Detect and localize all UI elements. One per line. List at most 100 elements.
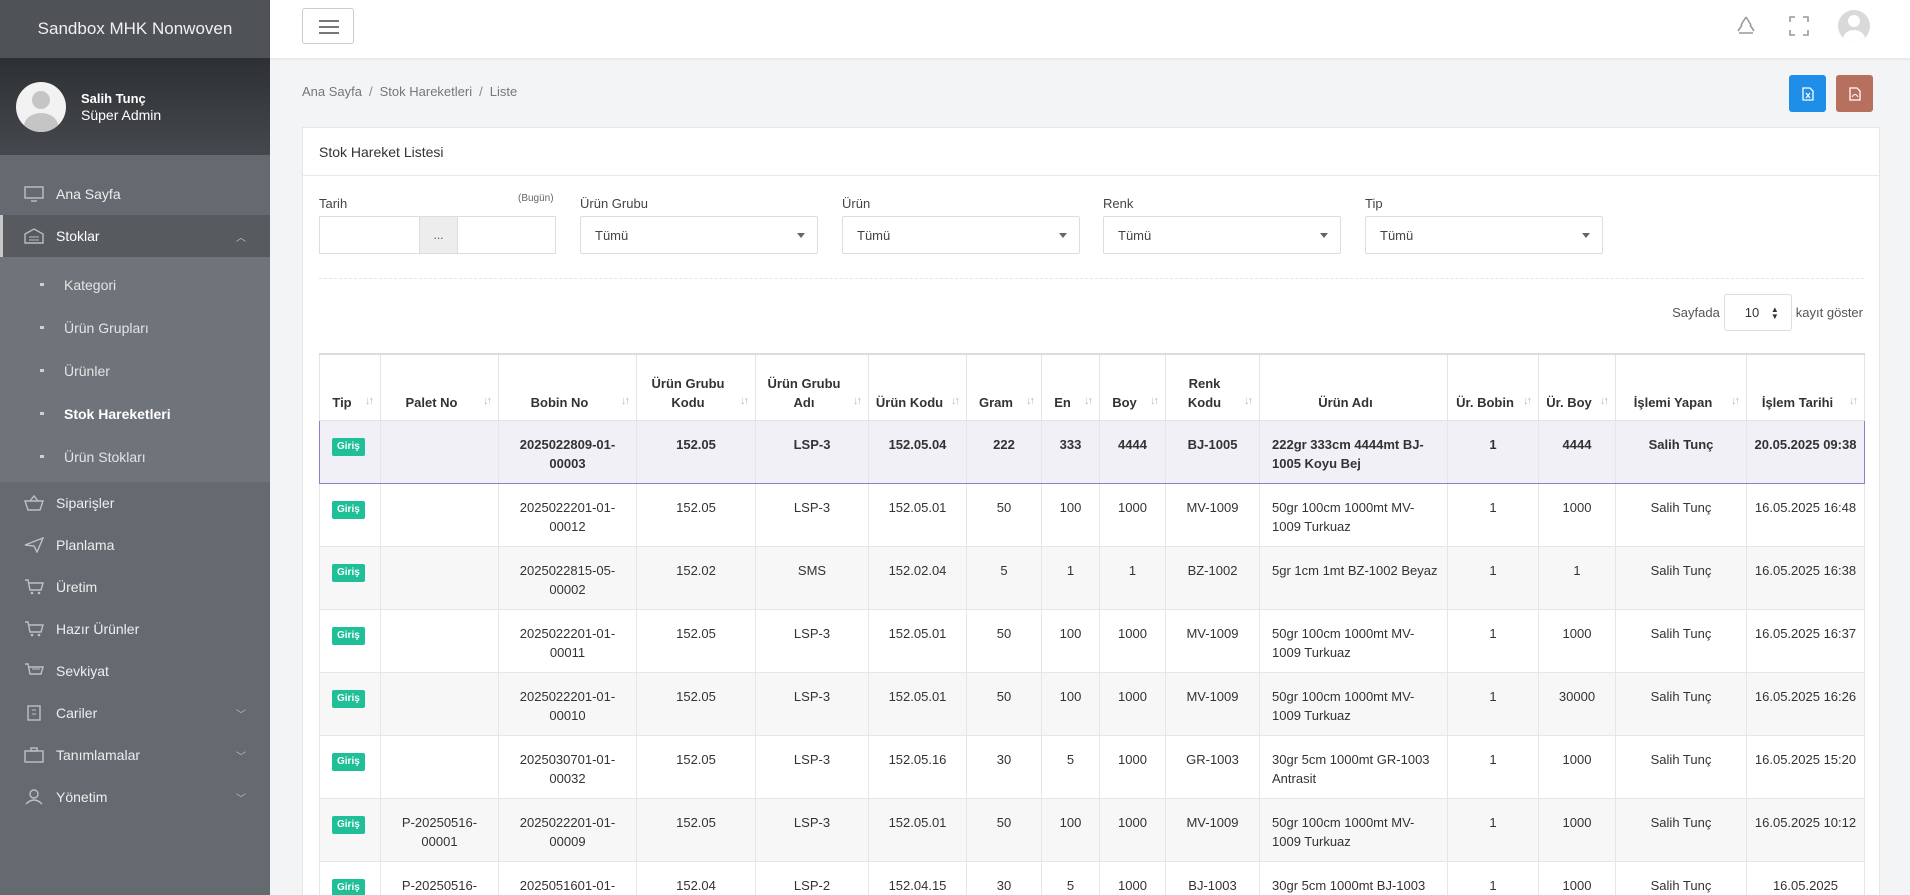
- sidebar-item-stoklar[interactable]: Stoklar ︿: [0, 215, 270, 257]
- column-header-label: Ür. Boy: [1546, 394, 1592, 410]
- app-brand[interactable]: Sandbox MHK Nonwoven: [0, 0, 270, 58]
- sort-icon[interactable]: ↓↑: [1849, 394, 1858, 407]
- table-row[interactable]: Giriş P-20250516- 2025051601-01- 152.04 LSP-…: [319, 860, 1865, 895]
- column-header[interactable]: Tip ↓↑: [319, 353, 381, 421]
- table-row[interactable]: Giriş P-20250516-00001 2025022201-01-00009…: [319, 797, 1865, 862]
- table-cell: 1000: [1538, 482, 1616, 547]
- sidebar-item-siparisler[interactable]: Siparişler: [0, 482, 270, 524]
- urun-select[interactable]: Tümü: [842, 216, 1080, 254]
- user-name: Salih Tunç: [81, 90, 146, 106]
- stoklar-submenu: Kategori Ürün Grupları Ürünler Stok Hare…: [0, 257, 270, 482]
- column-header[interactable]: Ür. Boy ↓↑: [1538, 353, 1616, 421]
- urun-grubu-select[interactable]: Tümü: [580, 216, 818, 254]
- table-cell: 152.05: [636, 419, 756, 484]
- table-cell: 1: [1041, 545, 1100, 610]
- urun-grubu-value: Tümü: [595, 227, 629, 243]
- table-cell: 2025022201-01-00010: [498, 671, 637, 736]
- sort-icon[interactable]: ↓↑: [483, 394, 492, 407]
- sort-icon[interactable]: ↓↑: [951, 394, 960, 407]
- sort-icon[interactable]: ↓↑: [1026, 394, 1035, 407]
- table-row[interactable]: Giriş 2025022201-01-00011 152.05 LSP-3 152.0…: [319, 608, 1865, 673]
- table-row[interactable]: Giriş 2025022201-01-00010 152.05 LSP-3 152.0…: [319, 671, 1865, 736]
- column-header[interactable]: En ↓↑: [1041, 353, 1100, 421]
- export-pdf-button[interactable]: [1836, 75, 1873, 112]
- menu-toggle-button[interactable]: [302, 8, 354, 44]
- sort-icon[interactable]: ↓↑: [1150, 394, 1159, 407]
- sidebar-subitem-urun-gruplari[interactable]: Ürün Grupları: [0, 306, 270, 349]
- column-header[interactable]: Gram ↓↑: [966, 353, 1042, 421]
- page-length-select[interactable]: 10 ▲ ▼: [1723, 294, 1792, 331]
- table-row[interactable]: Giriş 2025022809-01-00003 152.05 LSP-3 152.0…: [319, 419, 1865, 484]
- table-row[interactable]: Giriş 2025030701-01-00032 152.05 LSP-3 152.0…: [319, 734, 1865, 799]
- table-cell: 152.05: [636, 734, 756, 799]
- table-row[interactable]: Giriş 2025022815-05-00002 152.02 SMS 152.02.…: [319, 545, 1865, 610]
- sort-icon[interactable]: ↓↑: [1600, 394, 1609, 407]
- sort-icon[interactable]: ↓↑: [1244, 394, 1253, 407]
- sidebar-subitem-stok-hareketleri[interactable]: Stok Hareketleri: [0, 392, 270, 435]
- column-header[interactable]: Ürün Grubu Adı ↓↑: [755, 353, 869, 421]
- urun-value: Tümü: [857, 227, 891, 243]
- status-badge: Giriş: [332, 689, 365, 708]
- sidebar-item-yonetim[interactable]: Yönetim ﹀: [0, 776, 270, 818]
- column-header[interactable]: Boy ↓↑: [1099, 353, 1166, 421]
- date-start-input[interactable]: [319, 216, 420, 254]
- table-cell: 50: [966, 671, 1042, 736]
- sort-icon[interactable]: ↓↑: [1523, 394, 1532, 407]
- date-today-hint[interactable]: (Bugün): [518, 193, 554, 204]
- column-header-label: İşlemi Yapan: [1633, 394, 1713, 410]
- table-row[interactable]: Giriş 2025022201-01-00012 152.05 LSP-3 152.0…: [319, 482, 1865, 547]
- table-cell: [380, 545, 499, 610]
- sidebar: Sandbox MHK Nonwoven Salih Tunç Süper Ad…: [0, 0, 270, 895]
- sidebar-item-label: Ana Sayfa: [56, 186, 121, 202]
- sort-icon[interactable]: ↓↑: [365, 394, 374, 407]
- date-end-input[interactable]: [457, 216, 556, 254]
- table-cell: P-20250516-00001: [380, 797, 499, 862]
- urun-label: Ürün: [842, 196, 871, 211]
- user-menu-avatar[interactable]: [1838, 10, 1870, 42]
- column-header[interactable]: Ür. Bobin ↓↑: [1447, 353, 1539, 421]
- table-cell: 2025022201-01-00012: [498, 482, 637, 547]
- sidebar-item-ana-sayfa[interactable]: Ana Sayfa: [0, 173, 270, 215]
- sidebar-item-uretim[interactable]: Üretim: [0, 566, 270, 608]
- column-header[interactable]: Palet No ↓↑: [380, 353, 499, 421]
- table-cell: 1: [1099, 545, 1166, 610]
- column-header[interactable]: Ürün Adı: [1259, 353, 1448, 421]
- column-header[interactable]: Ürün Kodu ↓↑: [868, 353, 967, 421]
- column-header[interactable]: Renk Kodu ↓↑: [1165, 353, 1260, 421]
- table-cell: [380, 482, 499, 547]
- renk-select[interactable]: Tümü: [1103, 216, 1341, 254]
- table-cell: [380, 419, 499, 484]
- column-header[interactable]: İşlem Tarihi ↓↑: [1746, 353, 1865, 421]
- sort-icon[interactable]: ↓↑: [740, 394, 749, 407]
- briefcase-icon: [24, 746, 44, 764]
- recycle-icon[interactable]: [1733, 13, 1759, 39]
- sidebar-item-planlama[interactable]: Planlama: [0, 524, 270, 566]
- column-header[interactable]: Bobin No ↓↑: [498, 353, 637, 421]
- tip-select[interactable]: Tümü: [1365, 216, 1603, 254]
- sidebar-item-cariler[interactable]: Cariler ﹀: [0, 692, 270, 734]
- table-cell: 5: [966, 545, 1042, 610]
- chevron-down-icon: ﹀: [236, 752, 246, 763]
- sidebar-item-sevkiyat[interactable]: Sevkiyat: [0, 650, 270, 692]
- table-cell: 50gr 100cm 1000mt MV-1009 Turkuaz: [1259, 671, 1448, 736]
- sidebar-subitem-urun-stoklari[interactable]: Ürün Stokları: [0, 435, 270, 478]
- column-header[interactable]: İşlemi Yapan ↓↑: [1615, 353, 1747, 421]
- sort-icon[interactable]: ↓↑: [1084, 394, 1093, 407]
- breadcrumb-home[interactable]: Ana Sayfa: [302, 84, 362, 99]
- table-cell: 152.05.04: [868, 419, 967, 484]
- sort-icon[interactable]: ↓↑: [621, 394, 630, 407]
- sidebar-subitem-urunler[interactable]: Ürünler: [0, 349, 270, 392]
- table-cell: 5gr 1cm 1mt BZ-1002 Beyaz: [1259, 545, 1448, 610]
- table-cell: 16.05.2025: [1746, 860, 1865, 895]
- breadcrumb-section[interactable]: Stok Hareketleri: [379, 84, 473, 99]
- table-cell: Salih Tunç: [1615, 734, 1747, 799]
- sort-icon[interactable]: ↓↑: [853, 394, 862, 407]
- sidebar-item-hazir-urunler[interactable]: Hazır Ürünler: [0, 608, 270, 650]
- column-header[interactable]: Ürün Grubu Kodu ↓↑: [636, 353, 756, 421]
- sidebar-subitem-kategori[interactable]: Kategori: [0, 263, 270, 306]
- sidebar-item-tanimlamalar[interactable]: Tanımlamalar ﹀: [0, 734, 270, 776]
- export-excel-button[interactable]: [1789, 75, 1826, 112]
- sort-icon[interactable]: ↓↑: [1731, 394, 1740, 407]
- sidebar-item-label: Planlama: [56, 537, 115, 553]
- fullscreen-icon[interactable]: [1786, 13, 1812, 39]
